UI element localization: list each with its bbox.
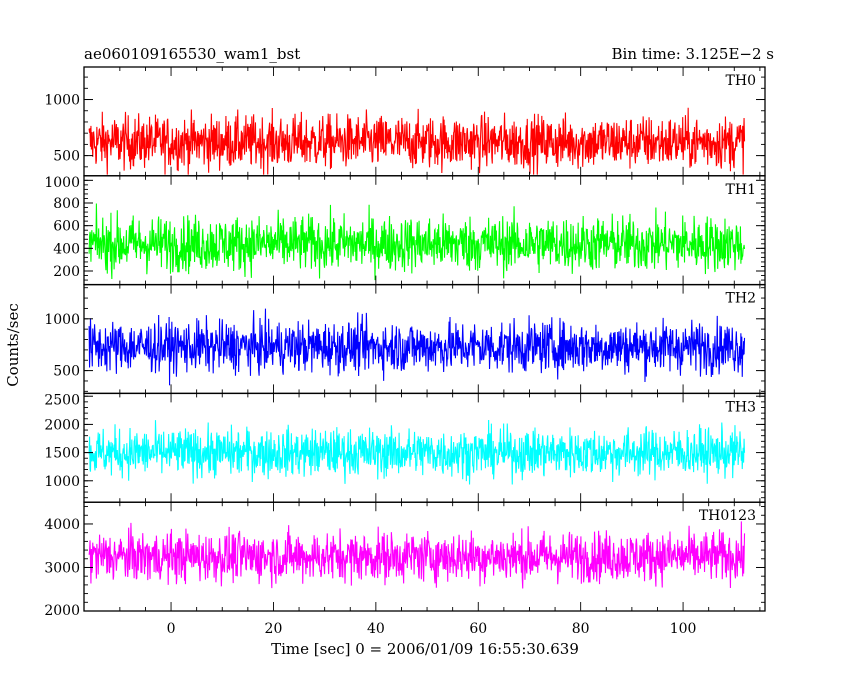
panels-group (88, 107, 746, 589)
series-line-th0123 (88, 521, 746, 589)
panel-label-th0: TH0 (726, 73, 756, 89)
y-tick-label: 500 (53, 364, 80, 380)
series-line-th1 (88, 203, 746, 281)
ticks-group (84, 67, 765, 612)
frame-group (83, 66, 766, 612)
y-tick-label: 1500 (44, 446, 80, 462)
y-tick-label: 4000 (44, 517, 80, 533)
y-tick-label: 2000 (44, 603, 80, 619)
x-axis-title: Time [sec] 0 = 2006/01/09 16:55:30.639 (271, 640, 579, 658)
y-tick-label: 500 (53, 149, 80, 165)
x-tick-label: 80 (572, 621, 590, 637)
y-tick-label: 1000 (44, 474, 80, 490)
y-tick-label: 200 (53, 264, 80, 280)
y-tick-label: 3000 (44, 560, 80, 576)
y-tick-label: 1000 (44, 312, 80, 328)
y-tick-label: 800 (53, 196, 80, 212)
x-tick-label: 60 (469, 621, 487, 637)
panel-label-th3: TH3 (726, 399, 756, 415)
y-tick-label: 1000 (44, 93, 80, 109)
y-tick-label: 1000 (44, 175, 80, 191)
panel-label-th2: TH2 (726, 291, 756, 307)
panel-label-th1: TH1 (726, 182, 756, 198)
x-tick-label: 0 (167, 621, 176, 637)
y-tick-label: 600 (53, 219, 80, 235)
x-tick-label: 100 (670, 621, 697, 637)
panel-label-th0123: TH0123 (699, 508, 756, 524)
x-tick-label: 20 (265, 621, 283, 637)
series-line-th2 (88, 308, 746, 386)
panel-frame-th0123 (83, 501, 766, 612)
y-tick-label: 2000 (44, 417, 80, 433)
x-tick-label: 40 (367, 621, 385, 637)
bin-time-label: Bin time: 3.125E−2 s (612, 45, 774, 63)
y-tick-label: 2500 (44, 392, 80, 408)
series-line-th0 (88, 107, 746, 175)
y-tick-label: 400 (53, 241, 80, 257)
series-line-th3 (88, 420, 746, 485)
y-axis-title: Counts/sec (4, 303, 22, 387)
chart-title: ae060109165530_wam1_bst (84, 45, 300, 63)
